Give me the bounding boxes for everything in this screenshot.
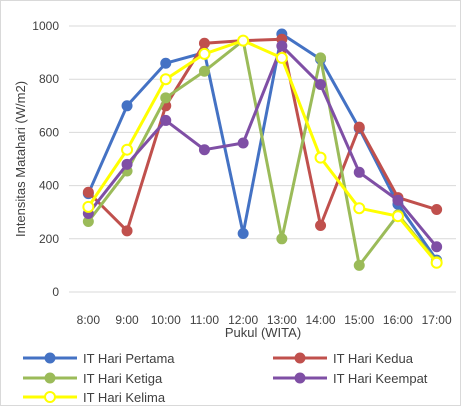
- legend-marker: [294, 352, 306, 364]
- legend-label: IT Hari Pertama: [83, 351, 175, 366]
- data-point: [198, 47, 211, 60]
- legend-item: IT Hari Kelima: [23, 390, 166, 405]
- legend-marker: [294, 372, 306, 384]
- data-point: [237, 34, 250, 47]
- data-point: [431, 204, 443, 216]
- data-point: [121, 143, 134, 156]
- series-line: [87, 44, 438, 248]
- y-tick-label: 800: [39, 72, 59, 86]
- legend-item: IT Hari Kedua: [273, 351, 414, 366]
- x-tick-label: 8:00: [77, 313, 101, 327]
- data-point: [353, 202, 366, 215]
- legend-item: IT Hari Pertama: [23, 351, 175, 366]
- legend: IT Hari Pertama IT Hari Kedua IT Hari Keti…: [23, 351, 428, 405]
- legend-label: IT Hari Kedua: [333, 351, 414, 366]
- data-point: [275, 51, 288, 64]
- data-point: [198, 37, 210, 49]
- data-point: [315, 52, 327, 64]
- x-tick-label: 12:00: [228, 313, 258, 327]
- series-lines: [82, 28, 443, 271]
- x-axis-title: Pukul (WITA): [225, 325, 301, 340]
- y-tick-label: 600: [39, 125, 59, 139]
- data-point: [160, 92, 172, 104]
- legend-marker: [44, 391, 56, 403]
- data-point: [121, 158, 133, 170]
- data-point: [159, 73, 172, 86]
- data-point: [160, 57, 172, 69]
- series-line: [87, 37, 438, 233]
- data-point: [315, 79, 327, 91]
- data-point: [276, 233, 288, 245]
- legend-item: IT Hari Ketiga: [23, 371, 163, 386]
- x-tick-label: 9:00: [115, 313, 139, 327]
- data-point: [353, 121, 365, 133]
- legend-marker: [44, 372, 56, 384]
- y-tick-label: 1000: [32, 19, 59, 33]
- data-point: [82, 200, 95, 213]
- data-point: [160, 114, 172, 126]
- data-point: [391, 210, 404, 223]
- data-point: [431, 241, 443, 253]
- data-point: [314, 151, 327, 164]
- series-5: [82, 34, 443, 269]
- legend-marker: [44, 352, 56, 364]
- y-tick-label: 0: [52, 285, 59, 299]
- legend-item: IT Hari Keempat: [273, 371, 428, 386]
- data-point: [430, 256, 443, 269]
- legend-label: IT Hari Kelima: [83, 390, 166, 405]
- legend-label: IT Hari Keempat: [333, 371, 428, 386]
- data-point: [121, 100, 133, 112]
- data-point: [353, 259, 365, 271]
- x-tick-label: 11:00: [190, 313, 219, 327]
- x-tick-label: 10:00: [151, 313, 181, 327]
- x-tick-label: 17:00: [422, 313, 452, 327]
- gridlines: [69, 25, 456, 293]
- x-tick-label: 13:00: [267, 313, 297, 327]
- data-point: [237, 137, 249, 149]
- x-tick-label: 15:00: [344, 313, 374, 327]
- data-point: [82, 186, 94, 198]
- data-point: [237, 227, 249, 239]
- data-point: [198, 65, 210, 77]
- x-tick-label: 14:00: [306, 313, 336, 327]
- data-point: [121, 225, 133, 237]
- data-point: [315, 220, 327, 231]
- data-point: [353, 166, 365, 178]
- series-line: [87, 39, 438, 267]
- data-point: [392, 194, 404, 206]
- x-tick-labels: 8:00 9:00 10:00 11:00 12:00 13:00 14:00 15:00 16…: [77, 313, 452, 327]
- series-line: [87, 39, 438, 264]
- legend-label: IT Hari Ketiga: [83, 371, 163, 386]
- data-point: [276, 40, 288, 52]
- y-tick-label: 200: [39, 232, 59, 246]
- data-point: [198, 144, 210, 156]
- y-tick-label: 400: [39, 179, 59, 193]
- x-tick-label: 16:00: [383, 313, 413, 327]
- y-tick-labels: 0 200 400 600 800 1000: [32, 19, 59, 299]
- y-axis-title: Intensitas Matahari (W/m2): [13, 81, 28, 237]
